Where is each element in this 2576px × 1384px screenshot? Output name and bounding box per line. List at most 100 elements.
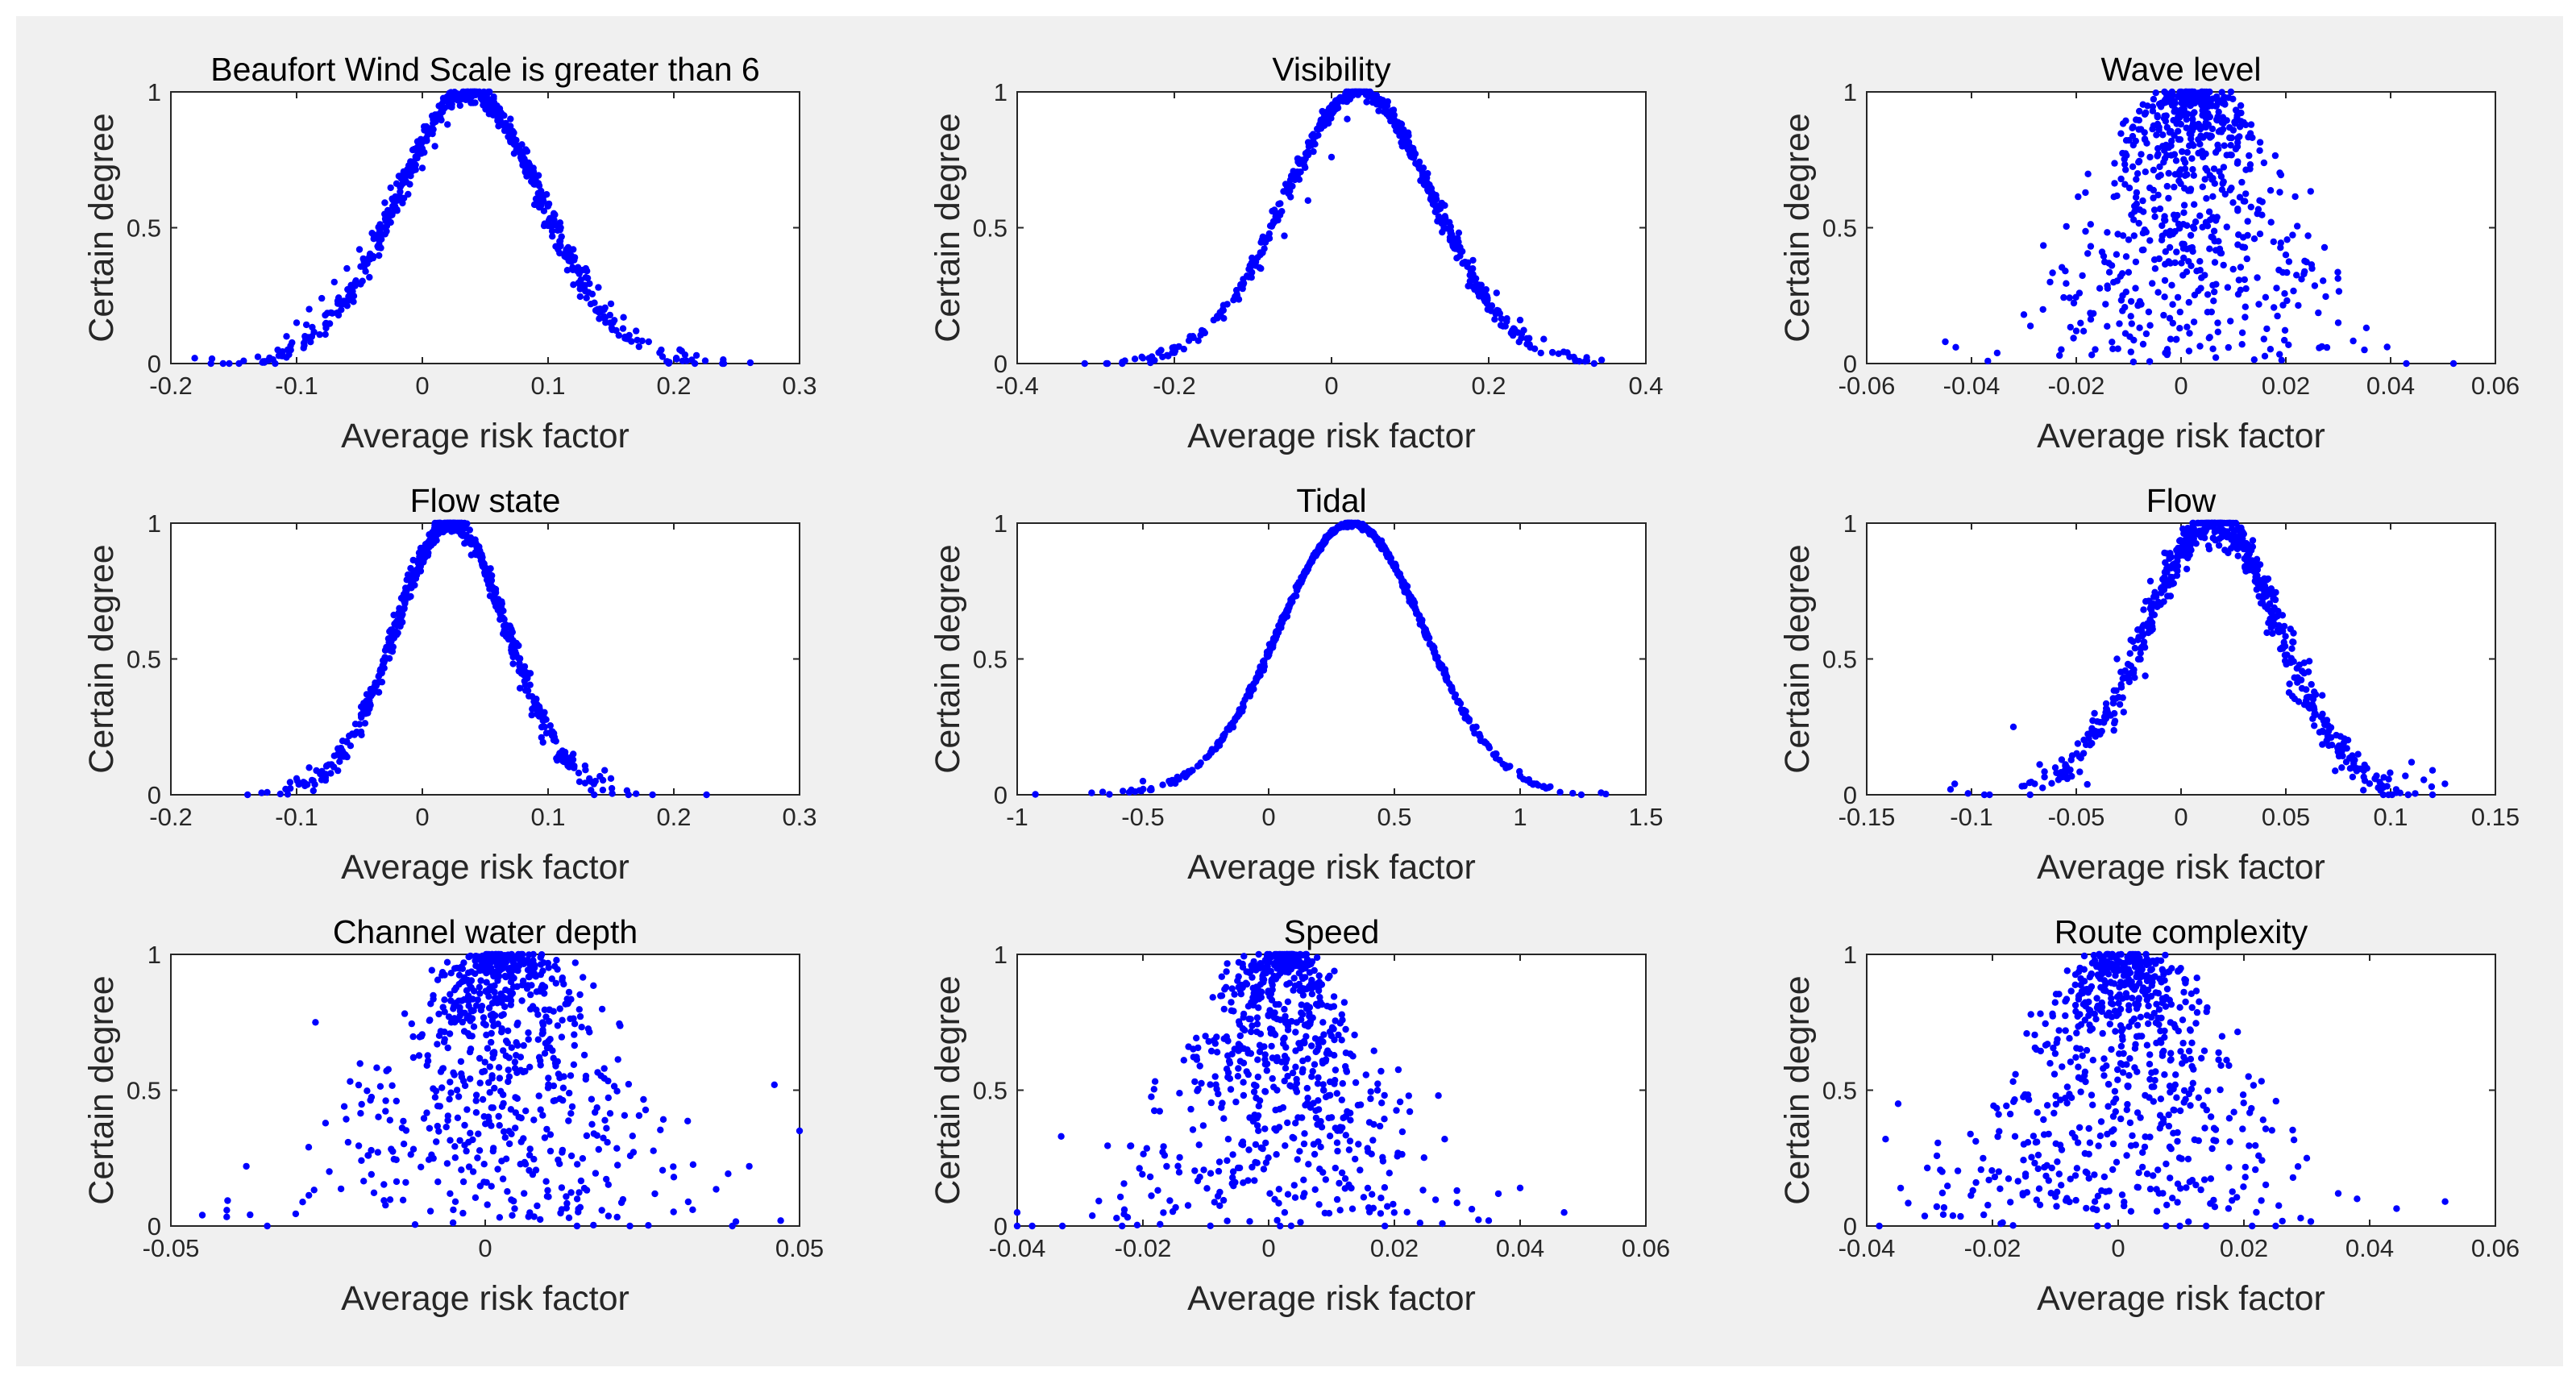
data-point <box>2325 722 2332 729</box>
data-point <box>2256 139 2264 146</box>
y-tick-label: 1 <box>147 941 161 969</box>
data-point <box>536 195 543 202</box>
data-point <box>467 1017 474 1024</box>
data-point <box>1523 340 1531 348</box>
data-point <box>1515 339 1523 346</box>
data-point <box>546 1147 555 1155</box>
data-point <box>1246 692 1254 699</box>
data-point <box>613 1087 621 1095</box>
data-point <box>460 974 468 981</box>
data-point <box>429 540 436 547</box>
data-point <box>357 281 364 288</box>
data-point <box>355 1142 363 1149</box>
data-point <box>1287 596 1294 604</box>
data-point <box>2152 89 2159 97</box>
data-point <box>326 1168 333 1175</box>
data-point <box>558 1184 566 1191</box>
data-point <box>1352 520 1360 527</box>
data-point <box>2185 258 2192 265</box>
data-point <box>395 172 403 180</box>
data-point <box>1327 529 1334 536</box>
data-point <box>397 184 404 191</box>
data-point <box>598 1207 605 1214</box>
data-point <box>1481 297 1489 305</box>
data-point <box>244 791 251 799</box>
data-point <box>2245 133 2252 141</box>
data-point <box>2257 600 2265 607</box>
data-point <box>1442 214 1449 222</box>
data-point <box>614 1056 621 1063</box>
data-point <box>565 1117 572 1124</box>
data-point <box>684 1198 692 1206</box>
data-point <box>2130 216 2138 223</box>
data-point <box>370 1189 378 1197</box>
data-point <box>2242 197 2249 205</box>
data-point <box>556 1095 563 1103</box>
data-point <box>521 1190 528 1197</box>
data-point <box>2277 645 2284 653</box>
data-point <box>373 1064 380 1071</box>
data-point <box>635 343 642 351</box>
data-point <box>440 1038 448 1045</box>
data-point <box>525 1213 532 1220</box>
data-point <box>593 1132 600 1139</box>
data-point <box>2087 221 2094 228</box>
data-point <box>2150 95 2158 103</box>
data-point <box>343 302 351 310</box>
data-point <box>2441 780 2449 788</box>
data-point <box>568 1103 576 1111</box>
data-point <box>2362 324 2370 331</box>
data-point <box>588 1095 596 1103</box>
data-point <box>1475 293 1483 300</box>
data-point <box>540 959 547 966</box>
data-point <box>1449 241 1456 248</box>
data-point <box>355 246 364 253</box>
data-point <box>2311 282 2319 289</box>
data-point <box>526 951 533 958</box>
data-point <box>455 525 463 533</box>
data-point <box>2063 222 2070 231</box>
data-point <box>285 351 293 359</box>
data-point <box>368 230 376 237</box>
data-point <box>2048 779 2055 787</box>
data-point <box>1424 170 1431 177</box>
data-point <box>2383 343 2391 351</box>
data-point <box>2176 135 2184 143</box>
data-point <box>2164 98 2171 106</box>
data-point <box>1448 686 1456 693</box>
data-point <box>586 280 593 288</box>
data-point <box>431 143 438 150</box>
data-point <box>501 1134 509 1141</box>
data-point <box>1455 239 1462 246</box>
data-point <box>2254 274 2261 281</box>
data-point <box>2102 700 2110 708</box>
data-point <box>1128 786 1135 794</box>
data-point <box>402 1178 409 1187</box>
data-point <box>2185 298 2192 306</box>
data-point <box>427 128 434 135</box>
data-point <box>2237 286 2244 293</box>
data-point <box>1169 776 1176 784</box>
data-point <box>2286 680 2293 688</box>
data-point <box>2129 124 2136 131</box>
data-point <box>522 1108 530 1115</box>
data-point <box>2217 525 2225 532</box>
data-point <box>2295 698 2303 705</box>
data-point <box>633 327 640 335</box>
data-point <box>2307 188 2314 195</box>
data-point <box>2153 131 2160 139</box>
data-point <box>451 1154 459 1162</box>
data-point <box>476 990 484 997</box>
data-point <box>381 199 388 206</box>
data-point <box>438 1084 446 1091</box>
subplot-grid: Beaufort Wind Scale is greater than 6-0.… <box>82 51 2520 1318</box>
data-point <box>527 1005 534 1013</box>
data-point <box>1120 788 1127 795</box>
data-point <box>467 99 475 106</box>
data-point <box>2191 109 2198 116</box>
data-point <box>570 281 577 289</box>
data-point <box>2188 155 2196 162</box>
data-point <box>2060 293 2067 301</box>
x-tick-label: 0.2 <box>656 372 691 400</box>
data-point <box>2204 167 2211 174</box>
